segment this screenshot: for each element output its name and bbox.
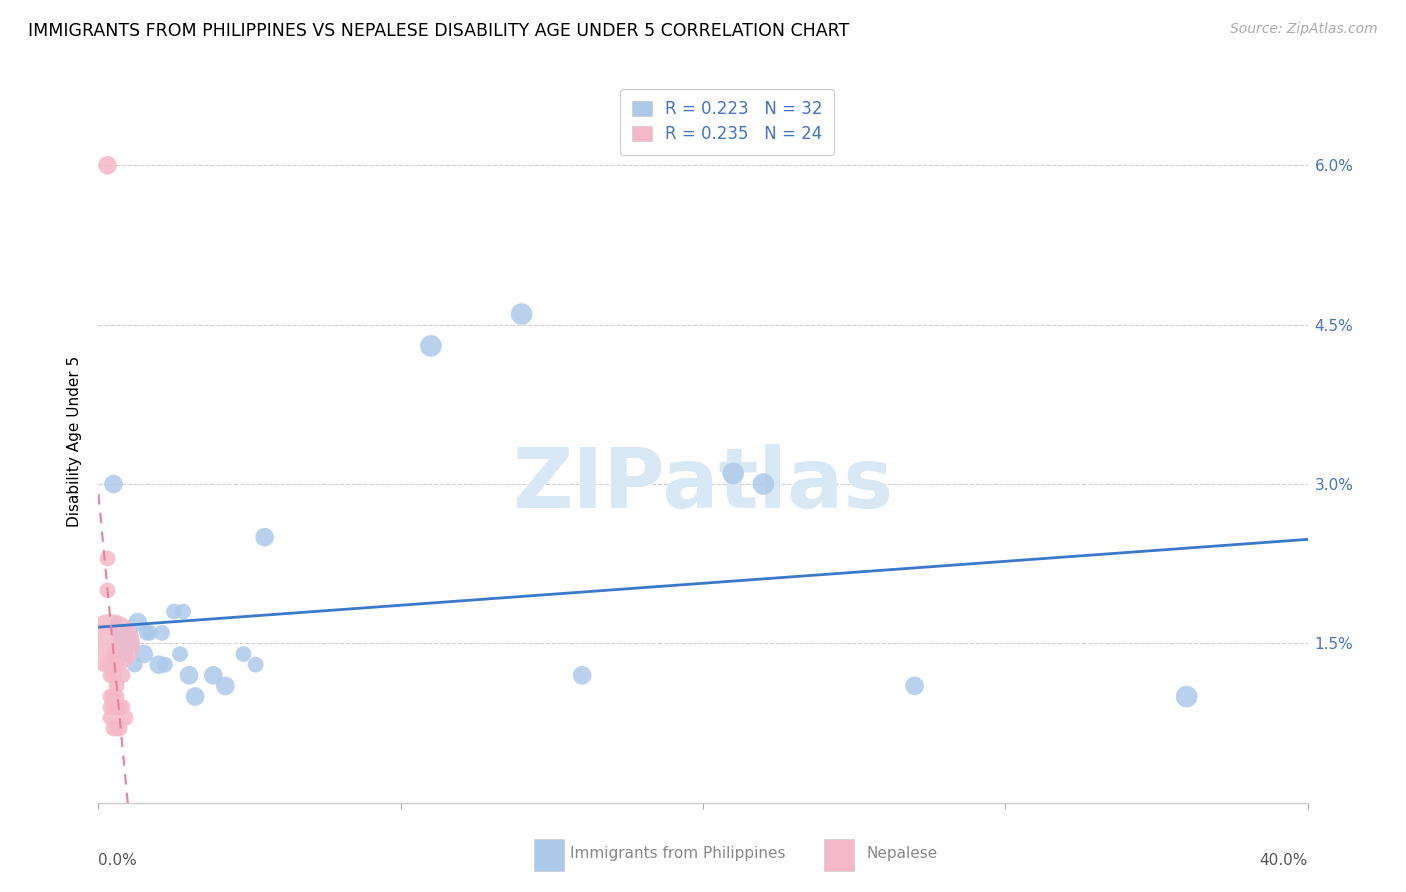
Point: [169, 647, 191, 661]
Y-axis label: Disability Age Under 5: Disability Age Under 5: [67, 356, 83, 527]
Point: [723, 467, 745, 481]
Point: [148, 657, 170, 672]
Point: [105, 657, 128, 672]
FancyBboxPatch shape: [534, 838, 564, 871]
Point: [105, 700, 128, 714]
Point: [132, 647, 155, 661]
Point: [103, 477, 125, 491]
Point: [100, 711, 122, 725]
Point: [100, 636, 122, 650]
Point: [135, 625, 157, 640]
Point: [232, 647, 254, 661]
Text: 40.0%: 40.0%: [1260, 854, 1308, 869]
Point: [904, 679, 927, 693]
Text: Source: ZipAtlas.com: Source: ZipAtlas.com: [1230, 22, 1378, 37]
Text: IMMIGRANTS FROM PHILIPPINES VS NEPALESE DISABILITY AGE UNDER 5 CORRELATION CHART: IMMIGRANTS FROM PHILIPPINES VS NEPALESE …: [28, 22, 849, 40]
Point: [121, 636, 143, 650]
Text: 0.0%: 0.0%: [98, 854, 138, 869]
FancyBboxPatch shape: [824, 838, 855, 871]
Point: [510, 307, 533, 321]
Text: Nepalese: Nepalese: [866, 846, 938, 861]
Point: [108, 625, 131, 640]
Point: [103, 700, 125, 714]
Point: [103, 647, 125, 661]
Point: [163, 605, 186, 619]
Point: [118, 625, 141, 640]
Point: [100, 690, 122, 704]
Point: [96, 551, 118, 566]
Point: [105, 722, 128, 736]
Point: [100, 657, 122, 672]
Point: [153, 657, 176, 672]
Point: [214, 679, 236, 693]
Point: [108, 700, 131, 714]
Point: [752, 477, 775, 491]
Point: [103, 690, 125, 704]
Point: [111, 668, 134, 682]
Point: [184, 690, 207, 704]
Point: [111, 700, 134, 714]
Point: [105, 679, 128, 693]
Point: [100, 700, 122, 714]
Point: [139, 625, 162, 640]
Point: [124, 657, 146, 672]
Point: [100, 668, 122, 682]
Point: [96, 158, 118, 172]
Point: [571, 668, 593, 682]
Point: [245, 657, 267, 672]
Point: [111, 636, 134, 650]
Point: [105, 615, 128, 630]
Point: [114, 711, 136, 725]
Point: [105, 690, 128, 704]
Point: [179, 668, 201, 682]
Point: [103, 722, 125, 736]
Text: ZIPatlas: ZIPatlas: [513, 444, 893, 525]
Point: [202, 668, 225, 682]
Point: [127, 615, 149, 630]
Point: [253, 530, 276, 544]
Point: [96, 583, 118, 598]
Text: Immigrants from Philippines: Immigrants from Philippines: [569, 846, 786, 861]
Legend: R = 0.223   N = 32, R = 0.235   N = 24: R = 0.223 N = 32, R = 0.235 N = 24: [620, 88, 834, 154]
Point: [420, 339, 443, 353]
Point: [108, 722, 131, 736]
Point: [150, 625, 173, 640]
Point: [103, 668, 125, 682]
Point: [172, 605, 194, 619]
Point: [114, 647, 136, 661]
Point: [1175, 690, 1198, 704]
